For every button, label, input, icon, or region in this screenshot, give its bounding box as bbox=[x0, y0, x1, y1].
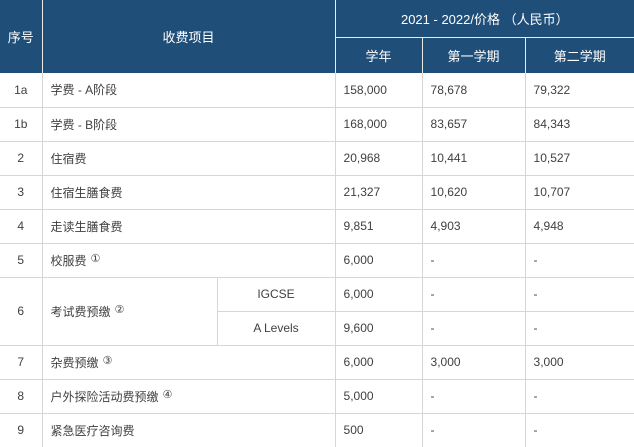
sem2-value: 84,343 bbox=[525, 107, 634, 142]
fee-item: 走读生膳食费 bbox=[42, 209, 336, 244]
year-value: 6,000 bbox=[335, 243, 423, 278]
sem2-value: - bbox=[525, 413, 634, 447]
table-row: 1a 学费 - A阶段 158,000 78,678 79,322 bbox=[0, 73, 634, 108]
row-no: 4 bbox=[0, 209, 43, 244]
row-no: 5 bbox=[0, 243, 43, 278]
year-value: 6,000 bbox=[335, 277, 423, 312]
fee-table-header: 序号 收费项目 2021 - 2022/价格 （人民币） 学年 第一学期 第二学… bbox=[0, 0, 634, 73]
fee-item: 住宿生膳食费 bbox=[42, 175, 336, 210]
year-value: 500 bbox=[335, 413, 423, 447]
row-no: 3 bbox=[0, 175, 43, 210]
footnote-marker: ③ bbox=[102, 354, 113, 367]
fee-subitem: A Levels bbox=[217, 311, 336, 346]
fee-item: 户外探险活动费预缴 ④ bbox=[42, 379, 336, 414]
year-value: 168,000 bbox=[335, 107, 423, 142]
fee-item: 杂费预缴 ③ bbox=[42, 345, 336, 380]
sem2-value: 10,707 bbox=[525, 175, 634, 210]
header-sem1: 第一学期 bbox=[422, 37, 526, 73]
year-value: 158,000 bbox=[335, 73, 423, 108]
sem1-value: 10,620 bbox=[422, 175, 526, 210]
header-price-group: 2021 - 2022/价格 （人民币） bbox=[335, 0, 634, 38]
footnote-marker: ① bbox=[90, 252, 101, 265]
sem1-value: 83,657 bbox=[422, 107, 526, 142]
sem2-value: 4,948 bbox=[525, 209, 634, 244]
row-no: 6 bbox=[0, 277, 43, 346]
fee-item: 考试费预缴 ② bbox=[42, 277, 218, 346]
fee-item: 学费 - B阶段 bbox=[42, 107, 336, 142]
fee-item: 紧急医疗咨询费 bbox=[42, 413, 336, 447]
header-row-group: 序号 收费项目 2021 - 2022/价格 （人民币） bbox=[0, 0, 634, 73]
sem1-value: - bbox=[422, 277, 526, 312]
footnote-marker: ④ bbox=[162, 388, 173, 401]
sem1-value: - bbox=[422, 379, 526, 414]
sem1-value: 4,903 bbox=[422, 209, 526, 244]
sem2-value: 3,000 bbox=[525, 345, 634, 380]
year-value: 9,600 bbox=[335, 311, 423, 346]
table-row: 8 户外探险活动费预缴 ④ 5,000- - bbox=[0, 379, 634, 414]
footnote-marker: ② bbox=[114, 303, 125, 316]
row-no: 8 bbox=[0, 379, 43, 414]
table-row: 9 紧急医疗咨询费 500- - bbox=[0, 413, 634, 447]
table-row: 5 校服费 ① 6,000- - bbox=[0, 243, 634, 278]
row-no: 1a bbox=[0, 73, 43, 108]
header-no: 序号 bbox=[0, 0, 43, 73]
sem2-value: - bbox=[525, 277, 634, 312]
year-value: 5,000 bbox=[335, 379, 423, 414]
sem1-value: 78,678 bbox=[422, 73, 526, 108]
row-no: 1b bbox=[0, 107, 43, 142]
header-item: 收费项目 bbox=[42, 0, 336, 73]
header-row-sub: 学年 第一学期 第二学期 bbox=[0, 37, 634, 73]
year-value: 6,000 bbox=[335, 345, 423, 380]
fee-table-body: 1a 学费 - A阶段 158,000 78,678 79,322 1b 学费 - B阶段 1… bbox=[0, 73, 634, 447]
table-row: 2 住宿费 20,968 10,441 10,527 bbox=[0, 141, 634, 176]
sem2-value: 10,527 bbox=[525, 141, 634, 176]
table-row: 3 住宿生膳食费 21,327 10,620 10,707 bbox=[0, 175, 634, 210]
table-row: 6 考试费预缴 ② IGCSE 6,000- - bbox=[0, 277, 634, 346]
fee-item: 学费 - A阶段 bbox=[42, 73, 336, 108]
sem2-value: - bbox=[525, 243, 634, 278]
row-no: 2 bbox=[0, 141, 43, 176]
header-year: 学年 bbox=[335, 37, 423, 73]
sem2-value: 79,322 bbox=[525, 73, 634, 108]
sem2-value: - bbox=[525, 379, 634, 414]
sem1-value: - bbox=[422, 311, 526, 346]
table-row: 7 杂费预缴 ③ 6,000 3,000 3,000 bbox=[0, 345, 634, 380]
header-sem2: 第二学期 bbox=[525, 37, 634, 73]
sem1-value: - bbox=[422, 243, 526, 278]
table-row: A Levels 9,600- - bbox=[0, 311, 634, 346]
row-no: 9 bbox=[0, 413, 43, 447]
row-no: 7 bbox=[0, 345, 43, 380]
sem1-value: 3,000 bbox=[422, 345, 526, 380]
table-row: 1b 学费 - B阶段 168,000 83,657 84,343 bbox=[0, 107, 634, 142]
sem2-value: - bbox=[525, 311, 634, 346]
fee-item: 校服费 ① bbox=[42, 243, 336, 278]
sem1-value: 10,441 bbox=[422, 141, 526, 176]
fee-subitem: IGCSE bbox=[217, 277, 336, 312]
year-value: 21,327 bbox=[335, 175, 423, 210]
table-row: 4 走读生膳食费 9,851 4,903 4,948 bbox=[0, 209, 634, 244]
year-value: 9,851 bbox=[335, 209, 423, 244]
fee-item: 住宿费 bbox=[42, 141, 336, 176]
year-value: 20,968 bbox=[335, 141, 423, 176]
sem1-value: - bbox=[422, 413, 526, 447]
